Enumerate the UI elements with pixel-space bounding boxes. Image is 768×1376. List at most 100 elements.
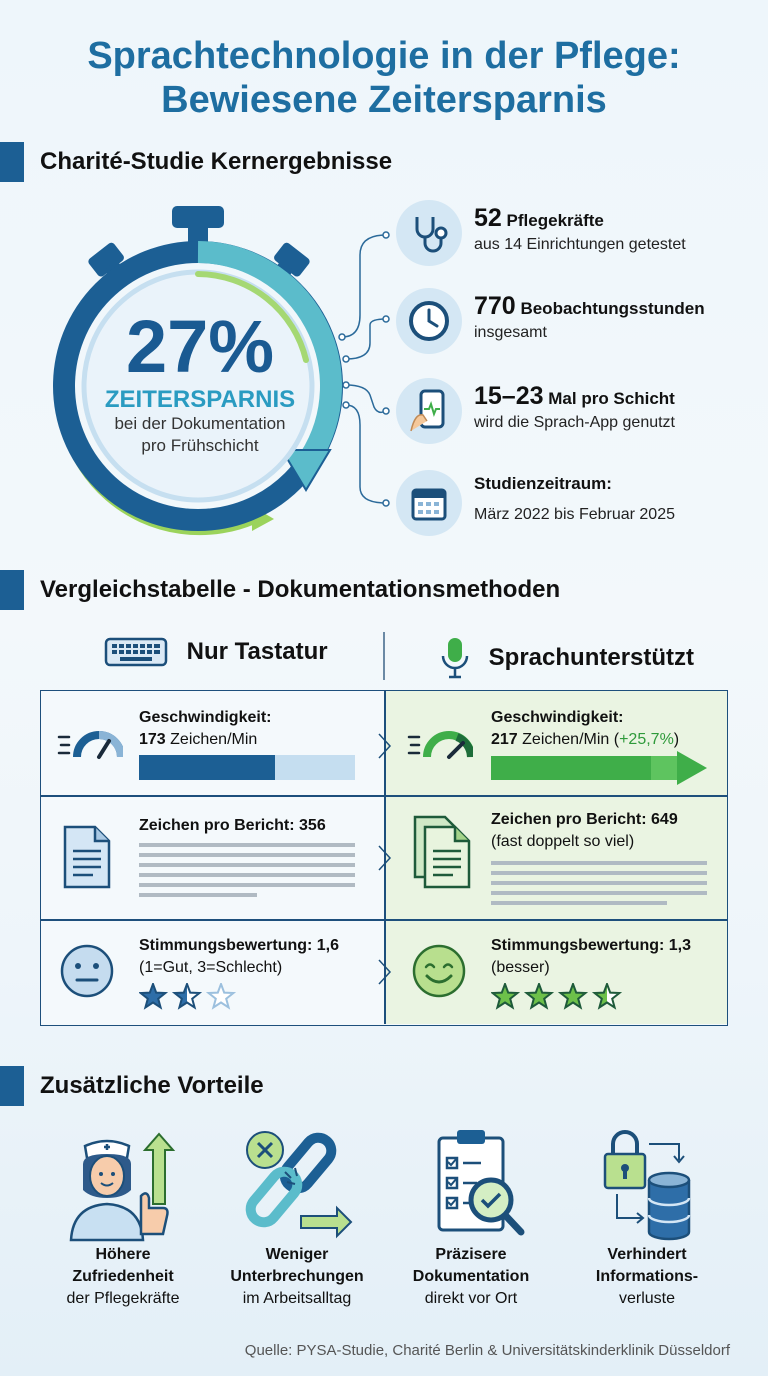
document-icon <box>63 825 111 889</box>
fact-usage-detail: wird die Sprach-App genutzt <box>474 414 675 431</box>
section-heading-core-results: Charité-Studie Kernergebnisse <box>0 142 768 182</box>
time-saving-sub-1: bei der Dokumentation <box>114 414 286 433</box>
rating-star <box>557 983 589 1010</box>
speed-keyboard-unit: Zeichen/Min <box>170 731 258 748</box>
fact-hours-detail: insgesamt <box>474 324 547 341</box>
benefit-1-bold-2: Zufriedenheit <box>72 1268 174 1285</box>
time-saving-percent: 27% <box>125 305 275 388</box>
fact-nurses-headline: 52 Pflegekräfte <box>474 204 604 233</box>
table-divider <box>384 691 386 1024</box>
stethoscope-icon <box>396 200 462 266</box>
column-header-keyboard: Nur Tastatur <box>104 636 328 676</box>
comparison-table: Geschwindigkeit: 173 Zeichen/Min Geschwi… <box>40 690 728 1026</box>
section-marker <box>0 570 24 610</box>
microphone-icon <box>441 638 469 679</box>
nurse-thumbs-up-icon <box>69 1132 176 1242</box>
stopwatch-icon <box>53 206 343 536</box>
fact-period-headline: Studienzeitraum: <box>474 474 612 493</box>
row-divider <box>41 795 727 797</box>
speed-keyboard-label-text: Geschwindigkeit: <box>139 709 272 726</box>
mood-speech-label-text: Stimmungsbewertung: 1,3 <box>491 937 692 954</box>
rating-star <box>139 983 169 1010</box>
rating-stars-speech <box>491 983 623 1010</box>
section-heading-text: Zusätzliche Vorteile <box>40 1072 264 1099</box>
speed-keyboard-label: Geschwindigkeit: <box>139 707 271 728</box>
speed-speech-label-text: Geschwindigkeit: <box>491 709 624 726</box>
rating-star <box>205 983 237 1010</box>
benefit-3-normal: direkt vor Ort <box>424 1290 518 1307</box>
fact-hours-headline: 770 Beobachtungsstunden <box>474 292 705 321</box>
row-divider <box>41 919 727 921</box>
fact-usage-unit: Mal pro Schicht <box>548 389 675 408</box>
speed-speech-gain: +25,7% <box>619 731 674 748</box>
time-saving-sub-2: pro Frühschicht <box>141 436 259 455</box>
fact-hours: 770 Beobachtungsstunden insgesamt <box>396 288 756 358</box>
clock-icon <box>396 288 462 354</box>
speed-keyboard-bar-track <box>139 755 355 780</box>
benefit-4-normal: verluste <box>618 1290 676 1307</box>
keyboard-icon <box>104 637 168 667</box>
clipboard-magnifier-icon <box>437 1130 525 1236</box>
rating-star <box>591 983 623 1010</box>
section-heading-text: Vergleichstabelle - Dokumentationsmethod… <box>40 576 561 603</box>
text-lines-placeholder <box>491 861 707 905</box>
speed-speech-bar-arrow <box>491 751 707 785</box>
section-marker <box>0 142 24 182</box>
time-saving-label: ZEITERSPARNIS <box>104 386 296 413</box>
page-title: Sprachtechnologie in der Pflege: Bewiese… <box>0 34 768 122</box>
fact-hours-number: 770 <box>474 292 516 320</box>
benefit-3-bold-2: Dokumentation <box>412 1268 530 1285</box>
chars-speech-sub: (fast doppelt so viel) <box>491 833 635 850</box>
benefit-1-normal: der Pflegekräfte <box>66 1290 180 1307</box>
section-heading-benefits: Zusätzliche Vorteile <box>0 1066 768 1106</box>
fact-nurses-number: 52 <box>474 204 502 232</box>
benefit-3-bold-1: Präzisere <box>435 1246 507 1263</box>
fact-usage-number: 15–23 <box>474 382 544 410</box>
column-header-speech: Sprachunterstützt <box>440 636 695 679</box>
benefit-1-bold-1: Höhere <box>95 1246 151 1263</box>
smartphone-icon <box>396 378 462 444</box>
chars-keyboard-label: Zeichen pro Bericht: 356 <box>139 815 326 836</box>
speed-speech-number: 217 <box>491 731 518 748</box>
column-header-keyboard-label: Nur Tastatur <box>186 638 328 665</box>
fact-nurses-unit: Pflegekräfte <box>506 211 604 230</box>
speed-speech-close: ) <box>673 731 680 748</box>
source-citation: Quelle: PYSA-Studie, Charité Berlin & Un… <box>244 1342 730 1359</box>
chevron-right-icon <box>378 845 392 871</box>
chars-keyboard-label-text: Zeichen pro Bericht: 356 <box>139 817 326 834</box>
section-marker <box>0 1066 24 1106</box>
fact-period: Studienzeitraum: März 2022 bis Februar 2… <box>396 470 756 540</box>
chevron-right-icon <box>378 959 392 985</box>
smiling-face-icon <box>412 944 466 998</box>
rating-star <box>491 983 521 1010</box>
title-line-1: Sprachtechnologie in der Pflege: <box>87 35 681 77</box>
fact-usage: 15–23 Mal pro Schicht wird die Sprach-Ap… <box>396 378 756 448</box>
chevron-right-icon <box>378 733 392 759</box>
benefit-2-normal: im Arbeitsalltag <box>242 1290 352 1307</box>
calendar-icon <box>396 470 462 536</box>
broken-chain-icon <box>245 1131 353 1239</box>
fact-nurses-detail: aus 14 Einrichtungen getestet <box>474 236 686 253</box>
fact-nurses: 52 Pflegekräfte aus 14 Einrichtungen get… <box>396 200 756 270</box>
rating-star <box>523 983 555 1010</box>
benefit-2-bold-1: Weniger <box>265 1246 329 1263</box>
neutral-face-icon <box>60 944 114 998</box>
column-header-speech-label: Sprachunterstützt <box>488 644 695 671</box>
speed-keyboard-bar-fill <box>139 755 276 780</box>
stopwatch-graphic: 27% ZEITERSPARNIS bei der Dokumentation … <box>30 200 350 540</box>
section-heading-text: Charité-Studie Kernergebnisse <box>40 148 393 175</box>
documents-stack-icon <box>413 815 471 889</box>
benefit-2-bold-2: Unterbrechungen <box>230 1268 364 1285</box>
speedometer-green-icon <box>407 731 473 759</box>
benefit-precise-documentation: Präzisere Dokumentation direkt vor Ort <box>386 1124 556 1310</box>
title-line-2: Bewiesene Zeitersparnis <box>161 79 607 121</box>
section-heading-comparison: Vergleichstabelle - Dokumentationsmethod… <box>0 570 768 610</box>
speed-keyboard-number: 173 <box>139 731 166 748</box>
speed-keyboard-value: 173 Zeichen/Min <box>139 729 257 750</box>
benefit-4-bold-1: Verhindert <box>607 1246 687 1263</box>
chars-speech-label-text: Zeichen pro Bericht: 649 <box>491 811 678 828</box>
fact-period-detail: März 2022 bis Februar 2025 <box>474 506 675 523</box>
connector-lines <box>338 231 390 507</box>
rating-star <box>171 983 203 1010</box>
text-lines-placeholder <box>139 843 355 897</box>
